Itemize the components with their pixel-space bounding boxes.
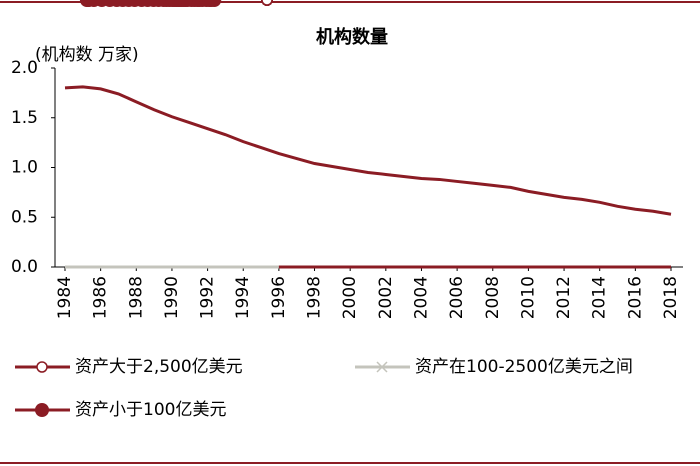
x-tick-label: 2006 (447, 276, 467, 319)
x-tick-label: 2008 (483, 276, 503, 319)
x-tick-label: 2002 (376, 276, 396, 319)
x-tick-label: 1990 (162, 276, 182, 319)
series-line (64, 85, 672, 216)
x-tick-label: 1994 (233, 276, 253, 319)
x-tick-label: 2004 (411, 276, 431, 319)
legend-marker (376, 361, 388, 373)
x-tick-label: 2010 (518, 276, 538, 319)
legend-marker (35, 403, 49, 417)
x-tick-label: 2014 (590, 276, 610, 319)
x-tick-label: 2018 (661, 276, 681, 319)
y-axis-label: (机构数 万家) (35, 45, 139, 65)
y-tick-label: 1.5 (11, 108, 38, 128)
point (207, 0, 222, 7)
x-tick-label: 1984 (55, 276, 75, 319)
legend-label: 资产大于2,500亿美元 (75, 357, 243, 377)
y-tick-label: 1.0 (11, 158, 38, 178)
legend-marker (36, 361, 48, 373)
x-tick-label: 2000 (340, 276, 360, 319)
x-tick-label: 1998 (305, 276, 325, 319)
x-tick-label: 1988 (126, 276, 146, 319)
legend-label: 资产在100-2500亿美元之间 (415, 357, 633, 377)
x-tick-label: 1986 (91, 276, 111, 319)
point (261, 0, 273, 6)
x-tick-label: 1992 (198, 276, 218, 319)
x-tick-label: 1996 (269, 276, 289, 319)
y-tick-label: 2.0 (11, 58, 38, 78)
y-tick-label: 0.5 (11, 207, 38, 227)
y-tick-label: 0.0 (11, 257, 38, 277)
x-tick-label: 2016 (625, 276, 645, 319)
x-tick-label: 2012 (554, 276, 574, 319)
chart-title: 机构数量 (316, 26, 388, 48)
legend-label: 资产小于100亿美元 (75, 400, 226, 420)
